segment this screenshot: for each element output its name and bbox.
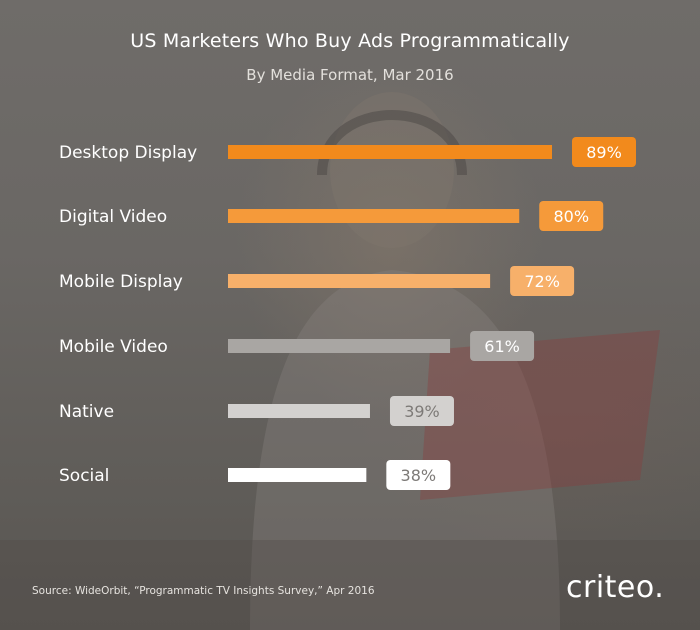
criteo-logo: criteo. <box>566 570 665 605</box>
chart-title: US Marketers Who Buy Ads Programmaticall… <box>130 30 570 52</box>
bar <box>228 145 552 159</box>
value-badge <box>470 331 535 361</box>
value-label: 39% <box>404 402 440 421</box>
photo-tablet <box>420 330 660 500</box>
value-label: 89% <box>586 143 622 162</box>
photo-floor <box>0 540 700 630</box>
value-badge <box>572 137 636 167</box>
chart-subtitle: By Media Format, Mar 2016 <box>246 66 454 84</box>
category-label: Digital Video <box>59 207 167 227</box>
bar <box>228 468 367 482</box>
bar <box>228 404 370 418</box>
value-badge <box>386 460 451 490</box>
bar <box>228 274 491 288</box>
value-badge <box>539 201 604 231</box>
source-note: Source: WideOrbit, “Programmatic TV Insi… <box>32 585 375 597</box>
value-label: 38% <box>401 466 437 485</box>
bar <box>228 209 520 223</box>
category-label: Desktop Display <box>59 143 197 163</box>
value-badge <box>510 266 575 296</box>
value-label: 61% <box>484 337 520 356</box>
category-label: Native <box>59 402 114 422</box>
category-label: Mobile Display <box>59 272 183 292</box>
value-label: 72% <box>524 272 560 291</box>
value-badge <box>389 396 454 426</box>
bar <box>228 339 451 353</box>
category-label: Mobile Video <box>59 337 168 357</box>
value-label: 80% <box>553 207 589 226</box>
category-label: Social <box>59 466 109 486</box>
